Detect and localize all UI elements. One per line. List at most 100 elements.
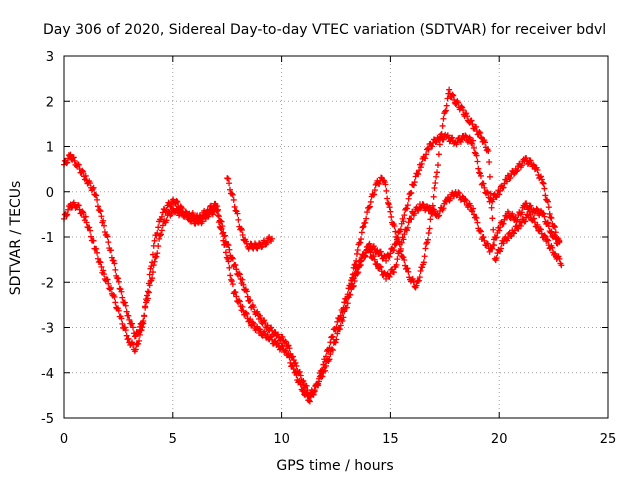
data-point [545,223,552,230]
data-point [526,208,533,215]
data-point [146,271,153,278]
data-point [145,289,152,296]
data-point [514,167,521,174]
data-point [551,232,558,239]
data-point [500,240,507,247]
data-point [157,216,164,223]
data-point [456,190,463,197]
data-point [300,387,307,393]
data-point [71,157,78,164]
data-point [541,213,548,220]
data-point [518,209,525,216]
y-tick-label: 3 [46,50,54,65]
data-point [362,253,369,260]
data-point [115,307,122,314]
data-point [111,293,118,300]
data-point [151,237,158,244]
data-point [517,223,524,230]
data-point [93,245,100,252]
data-point [473,124,480,131]
data-point [101,222,108,229]
data-point [156,235,163,242]
data-point [400,218,407,225]
data-point [426,204,433,211]
data-point [214,208,221,215]
data-point [340,305,347,312]
data-point [326,344,333,351]
data-point [420,201,427,208]
data-point [427,216,434,223]
data-point [101,271,108,278]
data-point [250,320,257,327]
data-point [292,368,299,375]
data-point [474,158,481,165]
data-point [112,266,119,273]
data-point [250,304,257,311]
data-point [363,215,370,222]
data-point [367,249,374,256]
data-point [449,91,456,98]
data-point [422,245,429,252]
data-point [112,299,119,306]
data-point [390,247,397,254]
data-point [440,115,447,122]
data-point [371,187,378,194]
data-point [89,186,96,193]
data-point [97,208,104,215]
data-point [154,250,161,257]
data-point [104,276,111,283]
data-point [377,264,384,271]
data-point [510,230,517,237]
x-tick-label: 10 [273,432,290,447]
data-point [97,259,104,266]
data-point [132,346,139,353]
data-point [349,271,356,278]
data-point [405,219,412,226]
data-point [497,224,504,231]
data-point [394,256,401,263]
data-point [334,318,341,325]
data-point [385,201,392,208]
data-point [70,154,77,161]
data-point [469,208,476,215]
data-point [226,264,233,271]
data-point [537,173,544,180]
data-point [551,224,558,231]
data-point [327,351,334,358]
data-point [90,184,97,191]
data-point [268,333,275,340]
y-tick-label: -4 [41,367,54,382]
data-point [289,353,296,360]
data-point [149,275,156,282]
data-point [246,297,253,304]
data-point [94,196,101,203]
data-point [413,282,420,289]
data-point [83,219,90,226]
data-point [279,334,286,341]
x-axis: 0 5 10 15 20 25 [60,56,616,447]
data-point [108,247,115,254]
data-point [544,237,551,244]
data-point [383,187,390,194]
data-point [289,362,296,369]
data-point [228,254,235,261]
data-point [100,267,107,274]
data-point [322,358,329,365]
data-point [523,155,530,162]
data-point [130,324,137,331]
data-point [79,208,86,215]
data-point [93,192,100,199]
data-point [219,230,226,237]
data-point [367,198,374,205]
y-axis: -5 -4 -3 -2 -1 0 1 2 3 [41,50,608,427]
data-point [228,190,235,197]
data-point [534,221,541,228]
x-tick-label: 5 [169,432,177,447]
data-point [384,195,391,202]
data-point [371,256,378,263]
data-point [538,176,545,183]
data-point [393,261,400,268]
data-point [235,216,242,223]
data-point [476,128,483,135]
data-point [522,218,529,225]
